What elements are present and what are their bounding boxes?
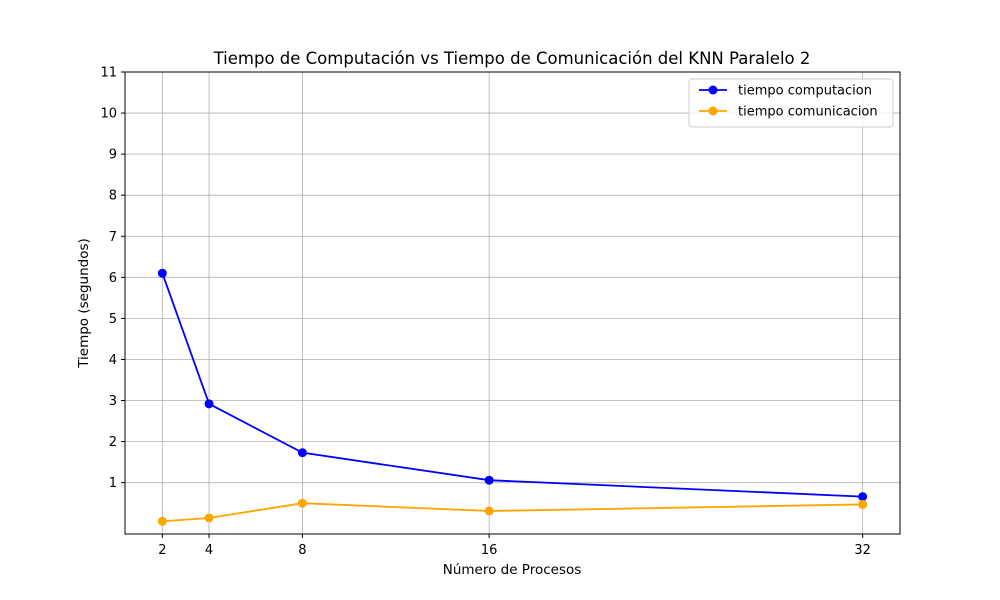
data-point	[484, 506, 494, 516]
x-tick-label: 8	[298, 543, 306, 558]
grid	[125, 71, 900, 534]
plot-frame	[124, 71, 901, 535]
data-point	[157, 268, 167, 278]
y-tick-label: 7	[109, 230, 117, 245]
legend-box	[688, 78, 894, 128]
y-tick-label: 3	[109, 394, 117, 409]
legend-marker	[708, 85, 718, 95]
y-tick-label: 11	[100, 66, 117, 81]
data-point	[204, 513, 214, 523]
y-tick-label: 2	[109, 435, 117, 450]
y-axis-label: Tiempo (segundos)	[76, 238, 92, 369]
chart-title: Tiempo de Computación vs Tiempo de Comun…	[213, 49, 811, 68]
legend-marker	[708, 106, 718, 116]
x-tick-label: 32	[854, 543, 871, 558]
y-tick-label: 1	[109, 476, 117, 491]
data-point	[858, 499, 868, 509]
data-point	[297, 498, 307, 508]
y-tick-label: 9	[109, 148, 117, 163]
y-tick-label: 4	[109, 353, 117, 368]
y-tick-label: 6	[109, 271, 117, 286]
data-point	[858, 492, 868, 502]
data-point	[297, 448, 307, 458]
data-point	[157, 516, 167, 526]
legend-label: tiempo comunicacion	[738, 105, 878, 120]
series-line	[161, 272, 863, 498]
legend-label: tiempo computacion	[738, 84, 872, 99]
y-tick-label: 8	[109, 189, 117, 204]
x-axis-label: Número de Procesos	[443, 562, 582, 578]
axis-ticks: 2 4 8 16 32 1 2 3 4 5 6 7 8 9 10 11	[100, 66, 870, 559]
x-tick-label: 16	[481, 543, 498, 558]
x-tick-label: 2	[158, 543, 166, 558]
y-tick-label: 5	[109, 312, 117, 327]
data-point	[484, 475, 494, 485]
data-point	[204, 399, 214, 409]
x-tick-label: 4	[205, 543, 213, 558]
y-tick-label: 10	[100, 107, 117, 122]
legend: tiempo computacion tiempo comunicacion	[688, 78, 894, 128]
series-line	[162, 502, 863, 523]
series-layer	[157, 268, 868, 526]
